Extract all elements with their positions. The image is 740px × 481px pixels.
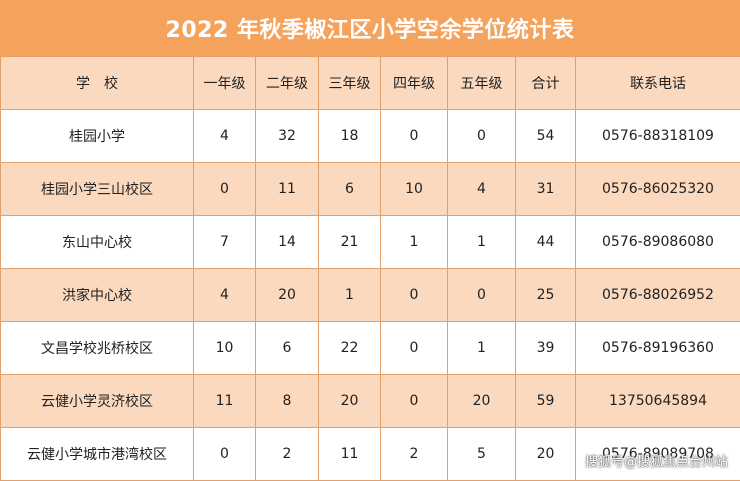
cell-grade4: 1 [381,216,448,269]
cell-school: 云健小学城市港湾校区 [1,428,194,481]
cell-grade5: 0 [448,269,516,322]
cell-grade5: 5 [448,428,516,481]
cell-school: 洪家中心校 [1,269,194,322]
header-grade4: 四年级 [381,57,448,110]
cell-grade5: 20 [448,375,516,428]
cell-phone: 0576-89086080 [576,216,740,269]
cell-grade5: 1 [448,216,516,269]
cell-total: 59 [516,375,576,428]
table-row: 云健小学灵济校区 11 8 20 0 20 59 13750645894 [1,375,740,428]
cell-school: 文昌学校兆桥校区 [1,322,194,375]
cell-grade2: 32 [256,110,319,163]
vacancy-table: 学 校 一年级 二年级 三年级 四年级 五年级 合计 联系电话 桂园小学 4 3… [0,56,740,481]
cell-phone: 0576-89196360 [576,322,740,375]
cell-grade1: 11 [194,375,256,428]
cell-total: 31 [516,163,576,216]
header-grade5: 五年级 [448,57,516,110]
cell-grade1: 0 [194,163,256,216]
cell-school: 云健小学灵济校区 [1,375,194,428]
cell-grade3: 18 [319,110,381,163]
cell-grade1: 10 [194,322,256,375]
cell-grade4: 0 [381,375,448,428]
cell-school: 桂园小学三山校区 [1,163,194,216]
table-title: 2022 年秋季椒江区小学空余学位统计表 [0,0,740,56]
cell-grade1: 4 [194,110,256,163]
cell-grade3: 20 [319,375,381,428]
header-grade2: 二年级 [256,57,319,110]
cell-grade2: 8 [256,375,319,428]
watermark: 搜狐号@搜狐焦点台州站 [585,451,728,470]
cell-grade2: 14 [256,216,319,269]
header-school: 学 校 [1,57,194,110]
cell-grade1: 4 [194,269,256,322]
cell-grade3: 11 [319,428,381,481]
table-row: 桂园小学三山校区 0 11 6 10 4 31 0576-86025320 [1,163,740,216]
cell-grade5: 0 [448,110,516,163]
cell-grade4: 2 [381,428,448,481]
cell-grade2: 11 [256,163,319,216]
table-row: 东山中心校 7 14 21 1 1 44 0576-89086080 [1,216,740,269]
cell-grade4: 0 [381,269,448,322]
cell-grade3: 1 [319,269,381,322]
cell-grade5: 1 [448,322,516,375]
table-row: 桂园小学 4 32 18 0 0 54 0576-88318109 [1,110,740,163]
cell-total: 44 [516,216,576,269]
cell-grade3: 6 [319,163,381,216]
cell-total: 25 [516,269,576,322]
table-row: 文昌学校兆桥校区 10 6 22 0 1 39 0576-89196360 [1,322,740,375]
header-total: 合计 [516,57,576,110]
header-phone: 联系电话 [576,57,740,110]
cell-total: 20 [516,428,576,481]
cell-grade1: 0 [194,428,256,481]
cell-grade3: 21 [319,216,381,269]
cell-grade2: 20 [256,269,319,322]
table-row: 洪家中心校 4 20 1 0 0 25 0576-88026952 [1,269,740,322]
cell-phone: 0576-88026952 [576,269,740,322]
cell-grade2: 6 [256,322,319,375]
cell-total: 39 [516,322,576,375]
header-grade3: 三年级 [319,57,381,110]
cell-school: 桂园小学 [1,110,194,163]
cell-grade4: 10 [381,163,448,216]
cell-grade1: 7 [194,216,256,269]
cell-phone: 13750645894 [576,375,740,428]
header-row: 学 校 一年级 二年级 三年级 四年级 五年级 合计 联系电话 [1,57,740,110]
cell-phone: 0576-88318109 [576,110,740,163]
cell-school: 东山中心校 [1,216,194,269]
cell-phone: 0576-86025320 [576,163,740,216]
cell-grade4: 0 [381,322,448,375]
cell-grade2: 2 [256,428,319,481]
cell-grade5: 4 [448,163,516,216]
header-grade1: 一年级 [194,57,256,110]
cell-grade3: 22 [319,322,381,375]
cell-grade4: 0 [381,110,448,163]
cell-total: 54 [516,110,576,163]
